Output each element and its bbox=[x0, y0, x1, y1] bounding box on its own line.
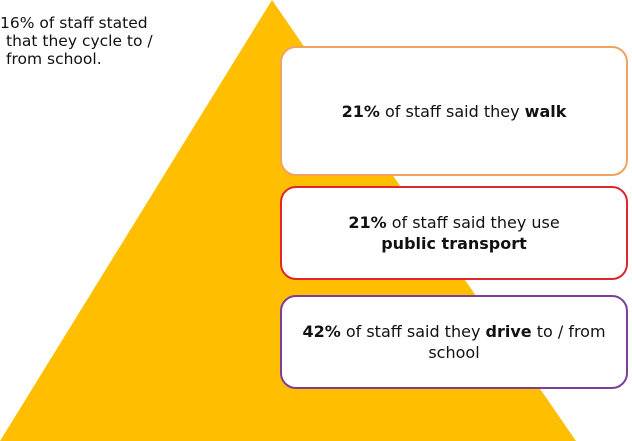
transport-label: of staff said they use bbox=[386, 213, 560, 232]
drive-text: 42% of staff said they drive to / from s… bbox=[294, 321, 614, 363]
walk-highlight: walk bbox=[524, 101, 567, 121]
drive-tail: to / from school bbox=[428, 322, 606, 362]
walk-box: 21% of staff said they walk bbox=[280, 46, 628, 176]
transport-text: 21% of staff said they use public transp… bbox=[348, 212, 559, 254]
walk-label: of staff said they bbox=[379, 101, 525, 121]
drive-highlight: drive bbox=[485, 322, 532, 341]
transport-highlight: public transport bbox=[381, 234, 527, 253]
walk-percent: 21% bbox=[341, 101, 380, 121]
drive-label: of staff said they bbox=[340, 322, 486, 341]
transport-percent: 21% bbox=[348, 213, 387, 232]
cycle-note: 16% of staff stated that they cycle to /… bbox=[0, 14, 153, 68]
public-transport-box: 21% of staff said they use public transp… bbox=[280, 186, 628, 280]
drive-box: 42% of staff said they drive to / from s… bbox=[280, 295, 628, 389]
walk-text: 21% of staff said they walk bbox=[342, 101, 567, 122]
drive-percent: 42% bbox=[302, 322, 341, 341]
